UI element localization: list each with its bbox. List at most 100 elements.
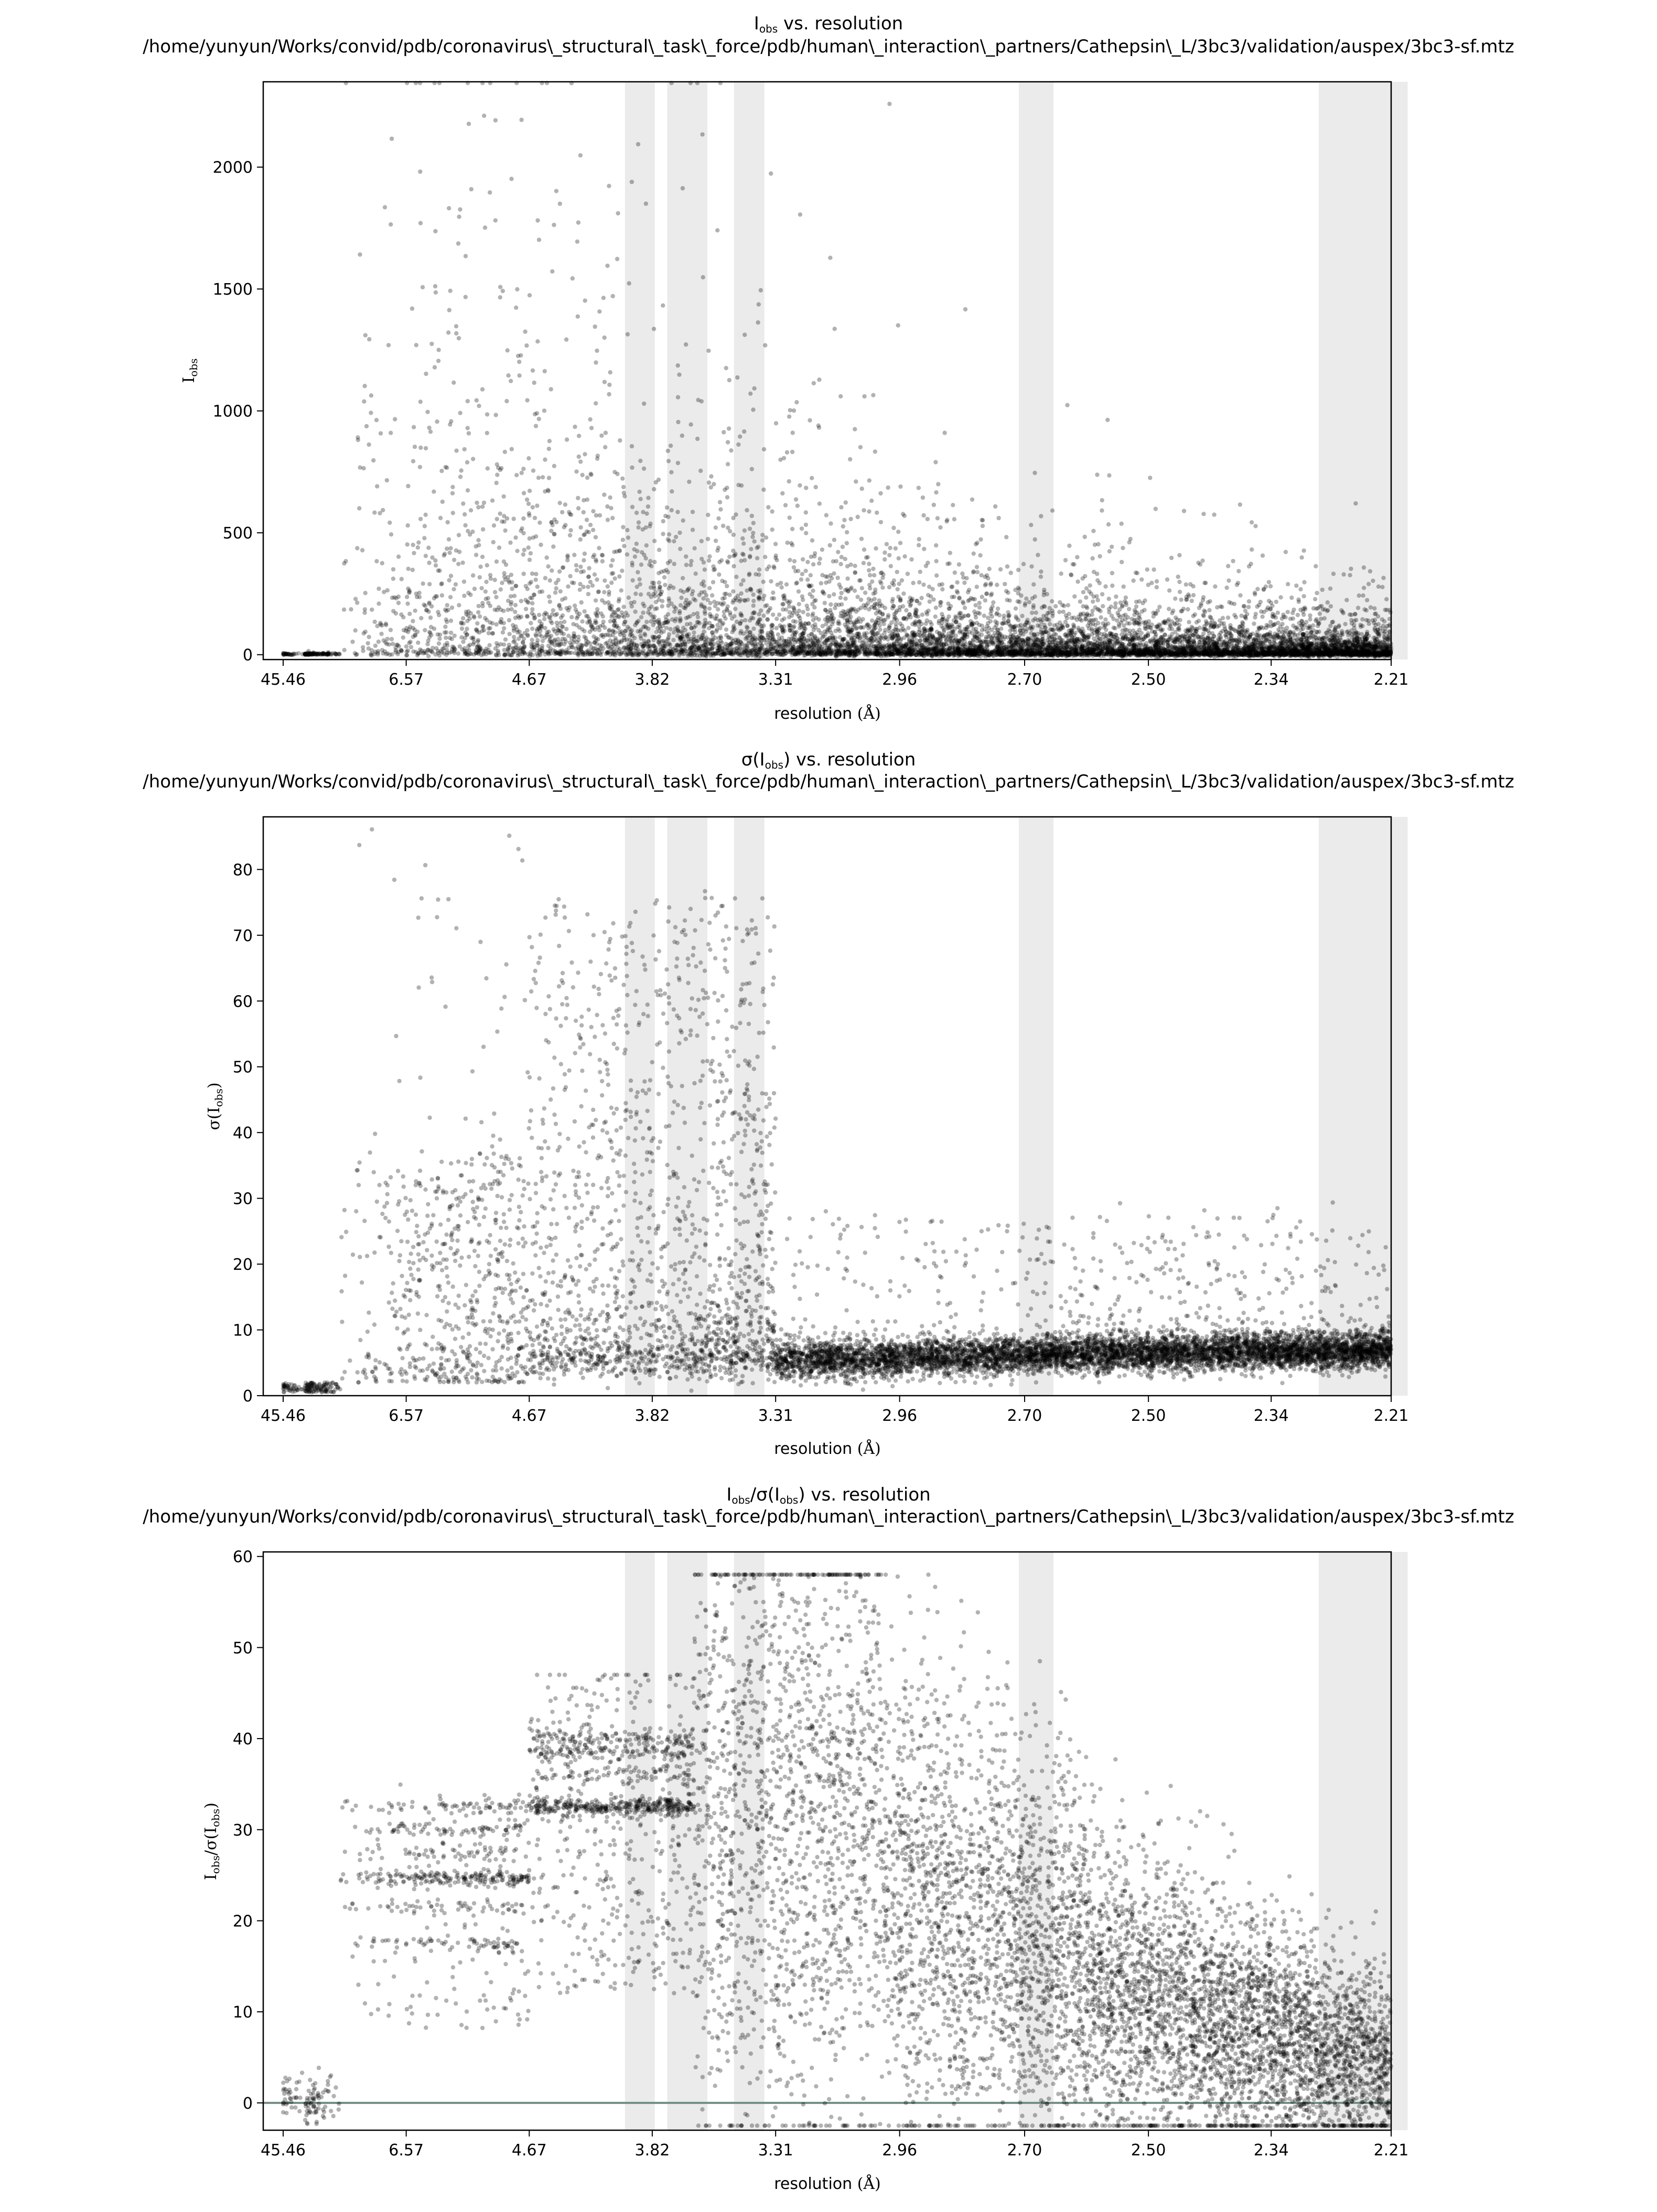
data-point — [942, 430, 946, 435]
data-point — [1095, 472, 1099, 477]
data-point — [451, 381, 456, 385]
data-point — [357, 506, 361, 510]
data-point — [564, 337, 568, 341]
data-point — [667, 532, 671, 536]
data-point — [641, 510, 645, 514]
data-point — [414, 343, 418, 347]
data-point — [1014, 606, 1018, 610]
data-point — [681, 186, 685, 190]
data-point — [617, 607, 621, 611]
data-point — [1154, 506, 1158, 511]
data-point — [542, 617, 546, 621]
data-point — [558, 621, 563, 625]
data-point — [1315, 591, 1319, 595]
data-point — [429, 604, 434, 608]
data-point — [447, 537, 451, 542]
data-point — [873, 449, 877, 454]
data-point — [630, 444, 634, 448]
data-point — [577, 434, 581, 438]
data-point — [901, 512, 905, 516]
data-point — [627, 596, 631, 600]
data-point — [1098, 554, 1102, 558]
data-point — [920, 612, 924, 617]
data-point — [1067, 544, 1071, 548]
data-point — [1036, 618, 1040, 622]
data-point — [594, 598, 598, 602]
data-point — [716, 607, 720, 611]
data-point — [591, 528, 595, 532]
data-point — [498, 512, 502, 516]
data-point — [1124, 596, 1128, 600]
data-point — [706, 537, 710, 541]
data-point — [1090, 556, 1094, 560]
data-point — [982, 613, 986, 618]
data-point — [845, 576, 849, 580]
data-point — [495, 473, 499, 477]
data-point — [736, 594, 740, 598]
data-point — [922, 547, 926, 551]
data-point — [484, 580, 488, 584]
data-point — [478, 575, 482, 579]
data-point — [810, 595, 814, 599]
data-point — [355, 546, 359, 550]
data-point — [777, 612, 781, 617]
data-point — [483, 225, 487, 230]
data-point — [724, 592, 728, 596]
data-point — [869, 499, 874, 503]
data-point — [670, 508, 674, 512]
data-point — [761, 580, 766, 584]
data-point — [762, 447, 766, 451]
data-point — [1294, 584, 1298, 588]
data-point — [731, 564, 736, 568]
data-point — [895, 609, 899, 613]
data-point — [513, 535, 518, 539]
data-point — [644, 620, 649, 624]
data-point — [1253, 524, 1257, 528]
data-point — [1100, 592, 1104, 596]
data-point — [427, 426, 431, 430]
data-point — [342, 648, 347, 652]
data-point — [784, 582, 789, 587]
data-point — [363, 333, 368, 337]
data-point — [1331, 571, 1336, 576]
data-point — [639, 497, 643, 501]
data-point — [474, 553, 478, 557]
data-point — [389, 431, 393, 435]
data-point — [383, 205, 387, 209]
data-point — [1299, 555, 1304, 559]
data-point — [887, 553, 891, 557]
data-point — [620, 569, 624, 573]
data-point — [534, 578, 538, 582]
data-point — [529, 621, 533, 625]
data-point — [411, 459, 415, 463]
data-point — [1381, 576, 1385, 580]
data-point — [819, 581, 823, 585]
data-point — [554, 586, 558, 590]
data-point — [951, 503, 955, 507]
data-point — [794, 400, 799, 404]
data-point — [585, 517, 589, 522]
data-point — [1250, 520, 1254, 524]
data-point — [871, 393, 875, 397]
data-point — [572, 553, 576, 557]
data-point — [521, 552, 525, 556]
data-point — [585, 498, 589, 502]
data-point — [814, 485, 818, 489]
data-point — [948, 551, 952, 555]
data-point — [482, 628, 486, 632]
data-point — [1034, 610, 1038, 614]
data-point — [456, 651, 460, 655]
data-point — [353, 597, 358, 601]
data-point — [1167, 607, 1171, 611]
data-point — [504, 399, 509, 403]
data-point — [634, 542, 639, 546]
data-point — [1369, 605, 1373, 609]
data-point — [583, 452, 587, 456]
data-point — [860, 617, 865, 621]
data-point — [952, 517, 956, 521]
data-point — [828, 521, 833, 525]
data-point — [1365, 598, 1369, 602]
data-point — [422, 602, 426, 607]
data-point — [547, 447, 551, 451]
